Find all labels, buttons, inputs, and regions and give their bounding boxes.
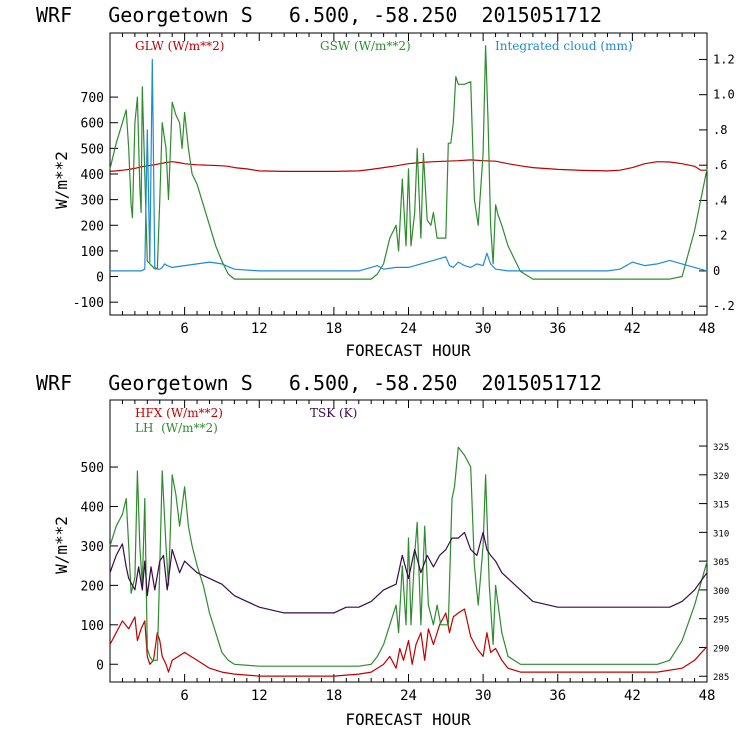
bottom-x-tick-label: 36 [549,688,566,704]
bottom-y2-tick-label: 315 [713,501,729,511]
top-y2-tick-label: .2 [713,229,727,243]
bottom-y-tick-label: 100 [81,619,104,634]
top-y-tick-label: 200 [81,219,104,234]
top-y2-tick-label: 1.2 [713,52,735,66]
bottom-y2-tick-label: 300 [713,587,729,597]
top-x-tick-label: 36 [549,321,566,337]
top-y2-tick-label: -.2 [713,299,735,313]
bottom-legend-lh: LH (W/m**2) [135,421,218,435]
bottom-y2-tick-label: 305 [713,558,729,568]
top-legend-glw: GLW (W/m**2) [135,39,224,53]
top-y2-tick-label: .4 [713,193,727,207]
bottom-legend-hfx: HFX (W/m**2) [135,406,223,420]
bottom-y2-tick-label: 325 [713,443,729,453]
bottom-series-line-lh [109,446,708,667]
top-y-tick-label: 300 [81,194,104,209]
bottom-x-tick-label: 12 [251,688,268,704]
bottom-y-tick-label: 500 [81,461,104,476]
top-x-tick-label: 42 [624,321,641,337]
top-x-tick-label: 12 [251,321,268,337]
top-y-tick-label: 500 [81,142,104,157]
bottom-series-line-hfx [109,608,708,677]
top-chart-panel: WRF Georgetown S 6.500, -58.250 20150517… [36,3,735,360]
top-y2-tick-label: .8 [713,123,727,137]
bottom-y2-tick-label: 285 [713,673,729,683]
top-x-tick-label: 24 [400,321,417,337]
bottom-x-axis-label: FORECAST HOUR [345,710,471,729]
top-y-tick-label: 600 [81,117,104,132]
bottom-x-tick-label: 42 [624,688,641,704]
top-y-tick-label: -100 [73,296,104,311]
top-y-tick-label: 400 [81,168,104,183]
top-y-tick-label: 0 [96,271,104,286]
bottom-x-tick-label: 18 [325,688,342,704]
top-chart-title: WRF Georgetown S 6.500, -58.250 20150517… [36,3,602,27]
top-x-tick-label: 18 [325,321,342,337]
top-x-tick-label: 6 [180,321,188,337]
bottom-chart-panel: WRF Georgetown S 6.500, -58.250 20150517… [36,371,729,729]
bottom-x-tick-label: 48 [699,688,716,704]
bottom-x-tick-label: 6 [180,688,188,704]
bottom-y2-tick-label: 320 [713,472,729,482]
top-y2-tick-label: 0 [713,264,720,278]
top-y2-tick-label: .6 [713,158,727,172]
bottom-x-tick-label: 30 [475,688,492,704]
top-x-tick-label: 48 [699,321,716,337]
top-legend-cloud: Integrated cloud (mm) [495,39,633,53]
top-x-axis-label: FORECAST HOUR [345,341,471,360]
bottom-x-tick-label: 24 [400,688,417,704]
top-y2-tick-label: 1.0 [713,88,735,102]
bottom-y-tick-label: 400 [81,500,104,515]
bottom-y-tick-label: 0 [96,658,104,673]
bottom-y-tick-label: 200 [81,579,104,594]
bottom-y-axis-label: W/m**2 [52,516,71,574]
bottom-y2-tick-label: 310 [713,529,729,539]
top-y-tick-label: 100 [81,245,104,260]
bottom-chart-title: WRF Georgetown S 6.500, -58.250 20150517… [36,371,602,395]
top-x-tick-label: 30 [475,321,492,337]
top-series-line-integrated [110,58,708,272]
top-y-axis-label: W/m**2 [52,151,71,209]
bottom-legend-tsk: TSK (K) [310,406,357,420]
bottom-y-tick-label: 300 [81,540,104,555]
bottom-y2-tick-label: 290 [713,644,729,654]
bottom-series-line-tsk [109,531,708,614]
top-legend-gsw: GSW (W/m**2) [320,39,411,53]
top-series-line-glw [109,159,707,172]
bottom-y2-tick-label: 295 [713,616,729,626]
top-series-line-gsw [109,45,708,280]
top-y-tick-label: 700 [81,91,104,106]
